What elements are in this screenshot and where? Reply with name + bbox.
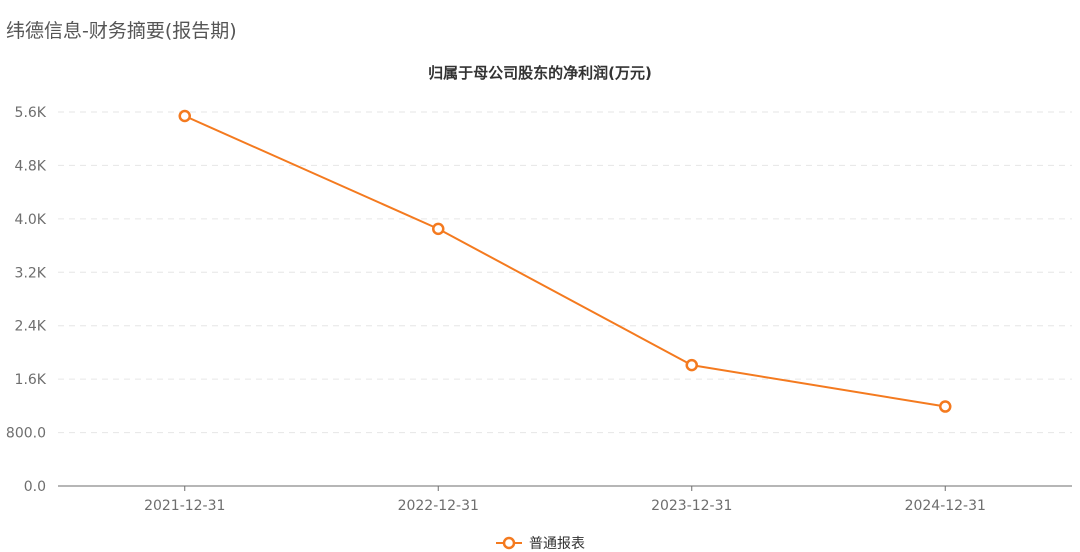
legend-line-marker-icon [496,536,522,550]
y-tick-label: 3.2K [15,265,47,281]
y-tick-label: 2.4K [15,319,47,335]
y-tick-label: 0.0 [24,479,46,495]
data-point[interactable] [685,358,698,372]
x-tick-label: 2024-12-31 [905,498,986,514]
x-tick-label: 2022-12-31 [398,498,479,514]
legend-label: 普通报表 [529,536,585,552]
data-point[interactable] [939,400,952,413]
series [178,109,952,413]
y-tick-label: 800.0 [6,426,46,442]
page-title: 纬德信息-财务摘要(报告期) [6,20,237,42]
series-line [184,115,946,408]
x-tick-labels: 2021-12-31 2022-12-31 2023-12-31 2024-12-31 [144,498,986,514]
data-point[interactable] [178,109,191,123]
y-tick-label: 1.6K [15,372,47,388]
y-tick-label: 4.0K [15,212,47,228]
y-tick-label: 4.8K [15,158,47,174]
axes [58,485,1072,491]
x-tick-label: 2023-12-31 [651,498,732,514]
chart-title: 归属于母公司股东的净利润(万元) [428,64,652,82]
y-tick-labels: 0.0 800.0 1.6K 2.4K 3.2K 4.0K 4.8K 5.6K [6,105,47,495]
grid-lines [58,111,1072,434]
legend-item-series[interactable]: 普通报表 [495,533,585,552]
legend: 普通报表 [0,533,1080,552]
x-tick-label: 2021-12-31 [144,498,225,514]
data-point[interactable] [432,222,445,236]
y-tick-label: 5.6K [15,105,47,121]
